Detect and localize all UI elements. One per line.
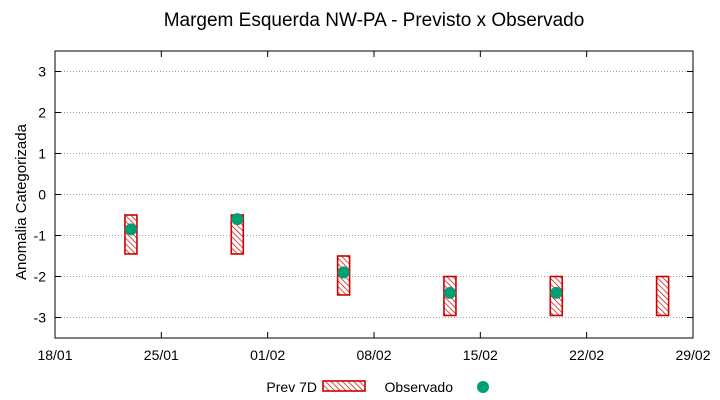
legend: Prev 7D Observado (266, 379, 489, 395)
x-tick-label: 08/02 (356, 347, 391, 363)
y-tick-label: -1 (34, 228, 47, 244)
observed-point (443, 286, 456, 299)
observed-point (550, 286, 563, 299)
legend-swatch-observed (477, 381, 489, 393)
x-tick-label: 01/02 (250, 347, 285, 363)
x-tick-label: 18/01 (37, 347, 72, 363)
series-layer (124, 213, 670, 317)
observed-point (231, 213, 244, 226)
x-tick-label: 22/02 (569, 347, 604, 363)
gridlines (55, 71, 693, 318)
y-tick-label: 2 (38, 105, 46, 121)
forecast-range-box (655, 275, 670, 317)
y-axis-label: Anomalia Categorizada (13, 123, 30, 280)
y-tick-label: 1 (38, 146, 46, 162)
y-tick-label: 0 (38, 187, 46, 203)
chart-title: Margem Esquerda NW-PA - Previsto x Obser… (164, 10, 585, 31)
legend-label-forecast: Prev 7D (266, 379, 317, 395)
legend-swatch-forecast (322, 380, 366, 392)
observed-point (337, 266, 350, 279)
y-tick-label: -2 (34, 269, 47, 285)
x-tick-label: 29/02 (675, 347, 710, 363)
x-tick-label: 25/01 (144, 347, 179, 363)
axis-ticks: 3 2 1 0 -1 -2 -3 18/01 25/01 01/02 08/02 15/02 22/02… (34, 51, 711, 363)
observed-point (124, 223, 137, 236)
y-tick-label: 3 (38, 64, 46, 80)
x-tick-label: 15/02 (463, 347, 498, 363)
plot-frame (54, 50, 694, 339)
legend-label-observed: Observado (385, 379, 454, 395)
y-tick-label: -3 (34, 310, 47, 326)
